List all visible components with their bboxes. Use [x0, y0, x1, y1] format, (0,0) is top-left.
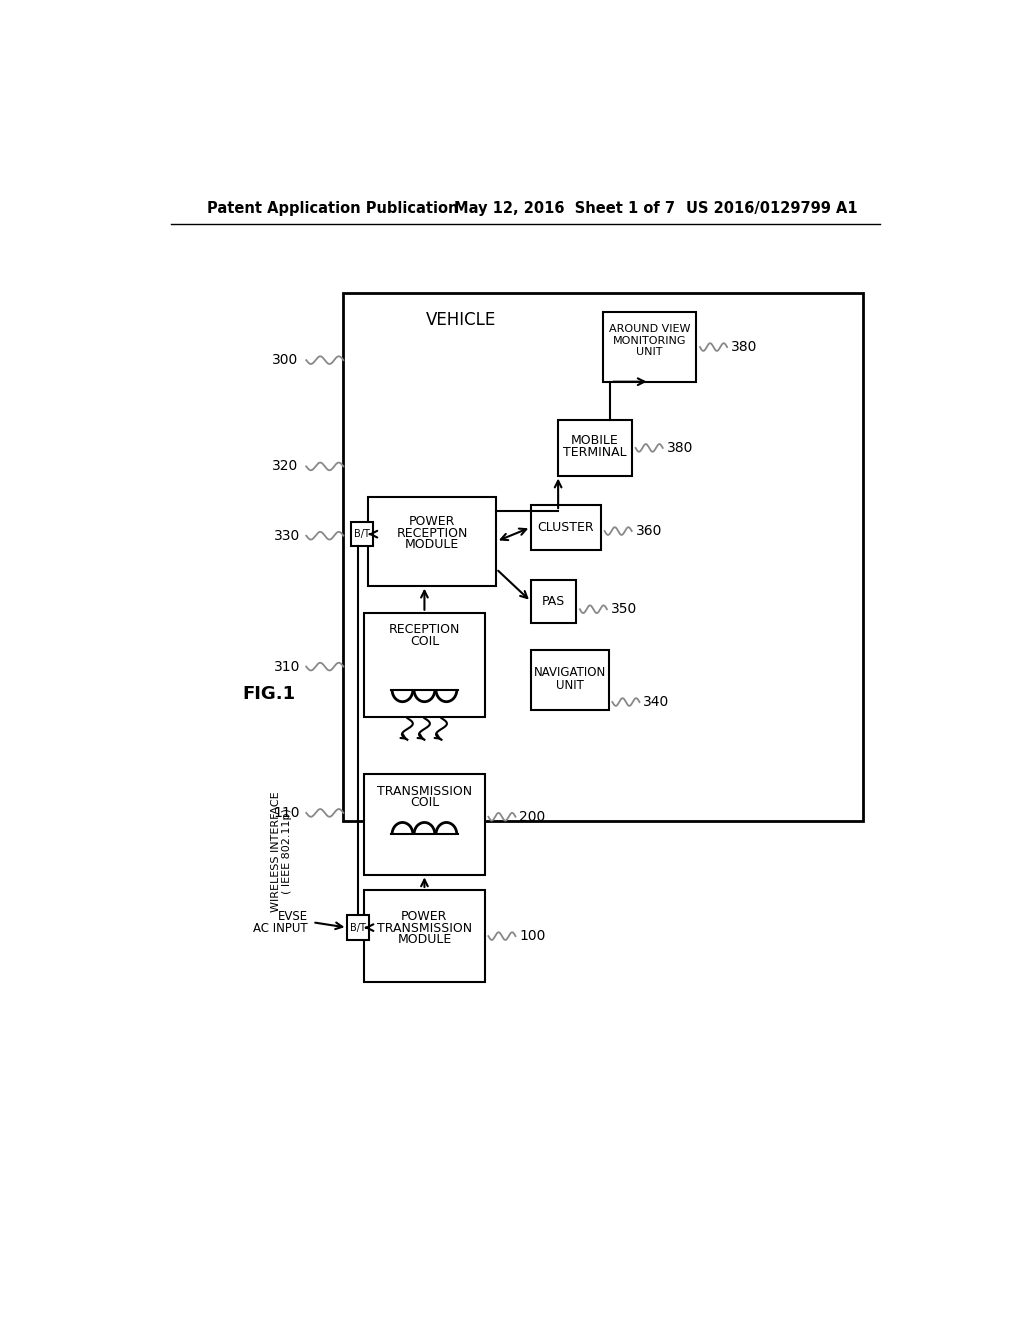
Text: MODULE: MODULE: [406, 539, 460, 552]
Text: 350: 350: [611, 602, 637, 616]
Text: May 12, 2016  Sheet 1 of 7: May 12, 2016 Sheet 1 of 7: [454, 201, 675, 216]
Text: WIRELESS INTERFACE
( IEEE 802.11p): WIRELESS INTERFACE ( IEEE 802.11p): [270, 791, 292, 912]
Text: MOBILE: MOBILE: [571, 434, 618, 446]
FancyBboxPatch shape: [365, 775, 484, 874]
Text: COIL: COIL: [410, 635, 439, 648]
Text: TERMINAL: TERMINAL: [563, 446, 627, 459]
Text: TRANSMISSION: TRANSMISSION: [377, 785, 472, 797]
Text: 380: 380: [667, 441, 693, 455]
Text: FIG.1: FIG.1: [243, 685, 296, 702]
Text: AC INPUT: AC INPUT: [253, 921, 308, 935]
Text: 380: 380: [731, 341, 758, 354]
Text: MODULE: MODULE: [397, 933, 452, 946]
Text: 360: 360: [636, 524, 662, 539]
Text: POWER: POWER: [401, 911, 447, 924]
FancyBboxPatch shape: [603, 313, 696, 381]
FancyBboxPatch shape: [531, 506, 601, 549]
Text: 110: 110: [273, 807, 300, 820]
FancyBboxPatch shape: [351, 521, 373, 546]
Text: Patent Application Publication: Patent Application Publication: [207, 201, 459, 216]
Text: TRANSMISSION: TRANSMISSION: [377, 921, 472, 935]
Text: RECEPTION: RECEPTION: [396, 527, 468, 540]
Text: POWER: POWER: [409, 515, 456, 528]
FancyBboxPatch shape: [347, 915, 369, 940]
Text: 100: 100: [519, 929, 546, 942]
FancyBboxPatch shape: [558, 420, 632, 475]
Text: UNIT: UNIT: [636, 347, 663, 358]
Text: MONITORING: MONITORING: [612, 335, 686, 346]
Text: COIL: COIL: [410, 796, 439, 809]
Text: 200: 200: [519, 809, 546, 824]
Text: US 2016/0129799 A1: US 2016/0129799 A1: [686, 201, 858, 216]
Text: AROUND VIEW: AROUND VIEW: [609, 325, 690, 334]
FancyBboxPatch shape: [343, 293, 862, 821]
Text: VEHICLE: VEHICLE: [426, 312, 497, 329]
Text: UNIT: UNIT: [556, 678, 584, 692]
Text: RECEPTION: RECEPTION: [389, 623, 460, 636]
Text: PAS: PAS: [542, 595, 565, 609]
Text: 300: 300: [272, 354, 299, 367]
Text: EVSE: EVSE: [278, 911, 308, 924]
Text: CLUSTER: CLUSTER: [538, 520, 594, 533]
Text: 310: 310: [273, 660, 300, 673]
Text: 320: 320: [272, 459, 299, 474]
FancyBboxPatch shape: [531, 581, 575, 623]
Text: 330: 330: [273, 529, 300, 543]
FancyBboxPatch shape: [369, 498, 496, 586]
FancyBboxPatch shape: [365, 612, 484, 717]
Text: B/T: B/T: [354, 529, 370, 539]
FancyBboxPatch shape: [365, 890, 484, 982]
Text: NAVIGATION: NAVIGATION: [534, 667, 606, 680]
FancyBboxPatch shape: [531, 649, 608, 710]
Text: 340: 340: [643, 696, 670, 709]
Text: B/T: B/T: [350, 923, 367, 933]
